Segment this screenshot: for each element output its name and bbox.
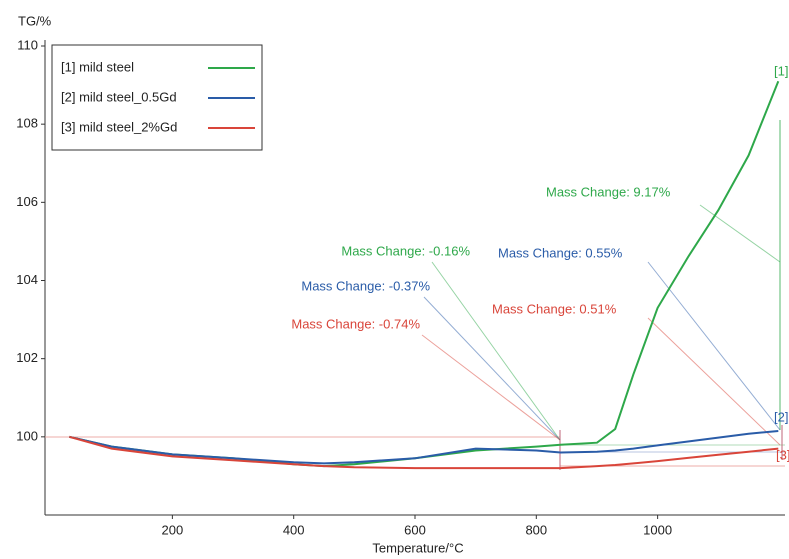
y-tick-label: 108 <box>16 116 38 131</box>
x-tick-label: 800 <box>525 522 547 537</box>
x-tick-label: 200 <box>162 522 184 537</box>
y-tick-label: 110 <box>17 37 38 52</box>
annotation: Mass Change: 0.55% <box>498 245 623 260</box>
annotation: Mass Change: -0.16% <box>341 243 470 258</box>
y-tick-label: 104 <box>16 272 38 287</box>
series-line <box>69 435 779 470</box>
annotation: Mass Change: 9.17% <box>546 184 671 199</box>
annotation: [1] <box>774 63 788 78</box>
leader-line <box>699 204 781 263</box>
x-tick-label: 600 <box>404 522 426 537</box>
legend-label: [3] mild steel_2%Gd <box>61 119 177 134</box>
x-axis-label: Temperature/°C <box>372 540 463 555</box>
series-line <box>69 430 779 465</box>
leader-line <box>423 296 561 441</box>
y-tick-label: 102 <box>16 350 38 365</box>
y-tick-label: 100 <box>16 428 38 443</box>
x-tick-label: 400 <box>283 522 305 537</box>
annotation: Mass Change: 0.51% <box>492 301 617 316</box>
leader-line <box>647 317 781 446</box>
x-tick-label: 1000 <box>643 522 672 537</box>
y-axis-label: TG/% <box>18 13 52 28</box>
annotation: [3] <box>776 447 789 462</box>
annotation: [2] <box>774 409 788 424</box>
leader-line <box>431 261 561 441</box>
legend-label: [2] mild steel_0.5Gd <box>61 89 177 104</box>
leader-line <box>647 261 781 431</box>
annotation: Mass Change: -0.74% <box>291 316 420 331</box>
legend: [1] mild steel [2] mild steel_0.5Gd [3] mi… <box>51 44 263 151</box>
annotation: Mass Change: -0.37% <box>301 278 430 293</box>
leader-line <box>421 334 561 441</box>
y-tick-label: 106 <box>16 194 38 209</box>
legend-label: [1] mild steel <box>61 59 134 74</box>
